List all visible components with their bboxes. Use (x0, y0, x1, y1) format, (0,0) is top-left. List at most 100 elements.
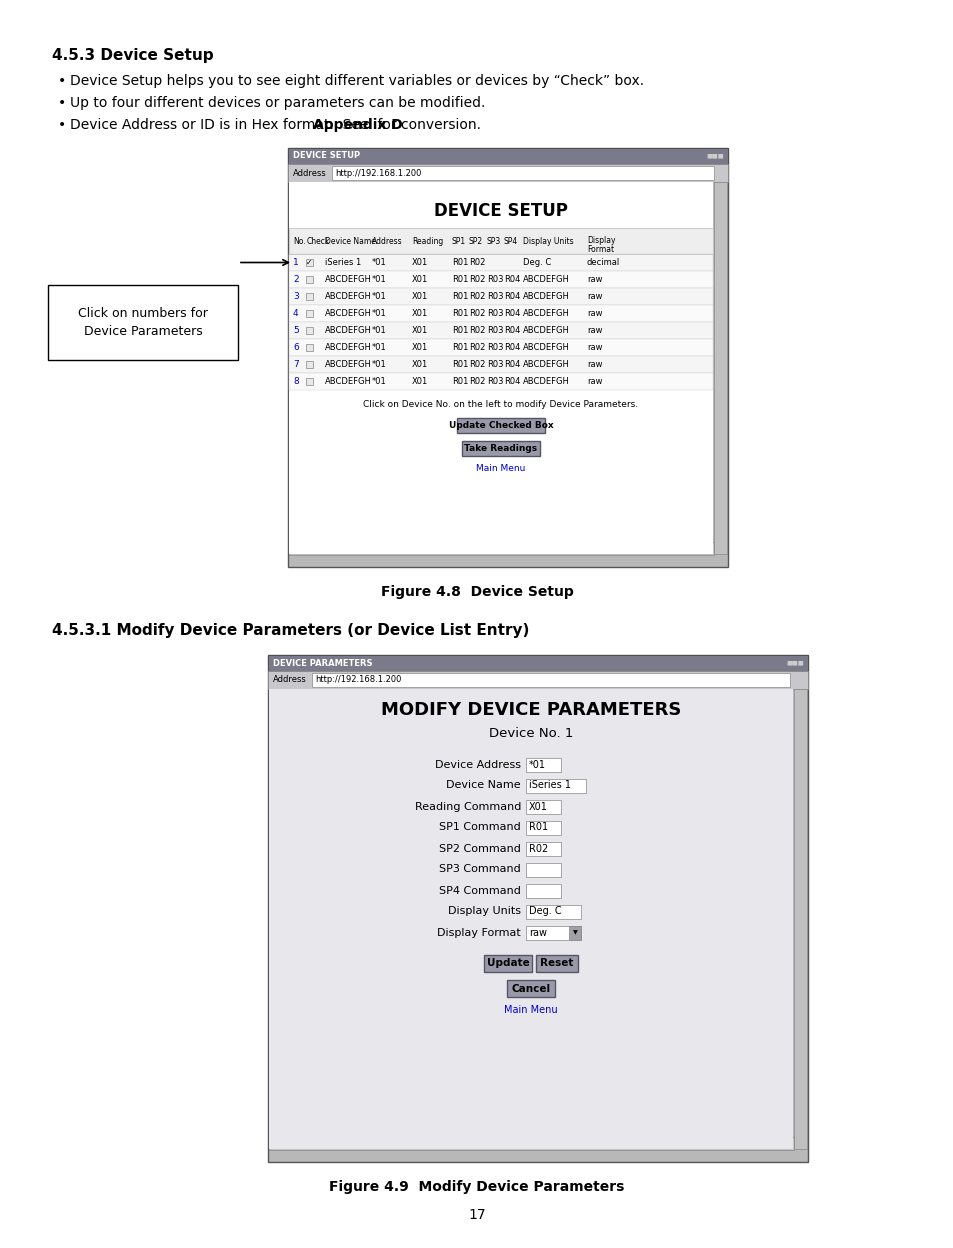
Text: R03: R03 (486, 377, 503, 386)
Text: 5: 5 (293, 326, 298, 334)
Text: Display Units: Display Units (448, 906, 520, 916)
Text: raw: raw (586, 275, 602, 285)
Text: •: • (58, 96, 66, 110)
Text: ABCDEFGH: ABCDEFGH (522, 275, 569, 285)
Text: R01: R01 (452, 359, 468, 369)
Text: R03: R03 (486, 275, 503, 285)
Text: •: • (58, 119, 66, 132)
Text: R04: R04 (503, 359, 519, 369)
Text: R01: R01 (452, 326, 468, 334)
Text: Address: Address (372, 237, 402, 246)
Bar (306, 344, 313, 351)
Text: X01: X01 (412, 258, 428, 267)
Bar (536, 955, 578, 972)
Text: Display Units: Display Units (522, 237, 573, 246)
Text: ■■■: ■■■ (705, 154, 723, 158)
Text: 17: 17 (468, 1208, 485, 1222)
Text: R03: R03 (486, 292, 503, 301)
Text: SP3 Command: SP3 Command (438, 865, 520, 875)
Text: Reading Command: Reading Command (415, 801, 520, 811)
Text: Figure 4.9  Modify Device Parameters: Figure 4.9 Modify Device Parameters (329, 1181, 624, 1194)
Text: raw: raw (586, 343, 602, 352)
Text: Device Name: Device Name (325, 237, 375, 246)
Bar (306, 293, 313, 300)
Text: ABCDEFGH: ABCDEFGH (522, 310, 569, 318)
Text: Main Menu: Main Menu (476, 464, 525, 473)
Bar (289, 373, 712, 389)
Text: SP4: SP4 (503, 237, 517, 246)
Bar (713, 182, 726, 554)
Text: R04: R04 (503, 310, 519, 318)
Text: Appendix D: Appendix D (313, 119, 402, 132)
Text: R02: R02 (469, 258, 485, 267)
Text: Deg. C: Deg. C (522, 258, 551, 267)
Text: *01: *01 (372, 359, 386, 369)
Text: *01: *01 (372, 275, 386, 285)
Bar (268, 655, 807, 671)
Text: SP1: SP1 (452, 237, 466, 246)
Bar (306, 378, 313, 384)
Text: Cancel: Cancel (511, 983, 550, 993)
Bar (525, 841, 560, 855)
Text: ABCDEFGH: ABCDEFGH (325, 343, 372, 352)
Text: R03: R03 (486, 310, 503, 318)
Bar (268, 655, 807, 1162)
Text: raw: raw (586, 310, 602, 318)
Bar (289, 182, 712, 554)
Text: X01: X01 (412, 275, 428, 285)
Text: Check: Check (307, 237, 330, 246)
Bar (525, 884, 560, 897)
Bar (312, 673, 789, 686)
Text: R03: R03 (486, 343, 503, 352)
Text: R01: R01 (452, 310, 468, 318)
Bar (568, 926, 580, 940)
Text: R02: R02 (469, 275, 485, 285)
Text: ✓: ✓ (306, 258, 313, 267)
Text: http://192.168.1.200: http://192.168.1.200 (335, 168, 421, 177)
Bar (288, 149, 727, 567)
Text: SP2: SP2 (469, 237, 482, 246)
Text: Update Checked Box: Update Checked Box (448, 421, 553, 431)
Bar (288, 149, 727, 163)
Text: SP4 Command: SP4 Command (438, 886, 520, 896)
Text: Reset: Reset (539, 958, 573, 968)
Text: 8: 8 (293, 377, 298, 386)
Text: 7: 7 (293, 359, 298, 369)
Text: X01: X01 (412, 377, 428, 386)
Bar (289, 228, 712, 255)
Text: SP1 Command: SP1 Command (438, 822, 520, 832)
Bar (793, 689, 806, 1149)
Text: SP2 Command: SP2 Command (438, 844, 520, 854)
Text: Up to four different devices or parameters can be modified.: Up to four different devices or paramete… (70, 96, 485, 110)
Bar (289, 255, 712, 271)
Text: *01: *01 (372, 258, 386, 267)
Text: R04: R04 (503, 326, 519, 334)
Text: ABCDEFGH: ABCDEFGH (522, 377, 569, 386)
Bar (525, 758, 560, 771)
Text: ▼: ▼ (572, 930, 577, 935)
Text: Address: Address (293, 168, 327, 177)
Bar (289, 542, 713, 555)
Text: raw: raw (586, 292, 602, 301)
Text: *01: *01 (372, 310, 386, 318)
Text: Update: Update (486, 958, 529, 968)
Text: Figure 4.8  Device Setup: Figure 4.8 Device Setup (380, 585, 573, 599)
Bar (289, 288, 712, 305)
Text: R02: R02 (469, 326, 485, 334)
Bar (289, 305, 712, 322)
Text: *01: *01 (372, 343, 386, 352)
Text: ABCDEFGH: ABCDEFGH (325, 275, 372, 285)
Text: raw: raw (529, 927, 546, 937)
Bar (525, 862, 560, 876)
Text: R01: R01 (452, 258, 468, 267)
Text: R01: R01 (529, 822, 548, 832)
Text: MODIFY DEVICE PARAMETERS: MODIFY DEVICE PARAMETERS (380, 701, 680, 719)
Text: SP3: SP3 (486, 237, 500, 246)
Bar (525, 800, 560, 814)
Text: DEVICE PARAMETERS: DEVICE PARAMETERS (273, 659, 372, 668)
Bar (288, 163, 727, 182)
Text: R04: R04 (503, 343, 519, 352)
Bar (461, 441, 539, 456)
Text: *01: *01 (529, 760, 545, 770)
Text: Click on Device No. on the left to modify Device Parameters.: Click on Device No. on the left to modif… (363, 401, 638, 409)
